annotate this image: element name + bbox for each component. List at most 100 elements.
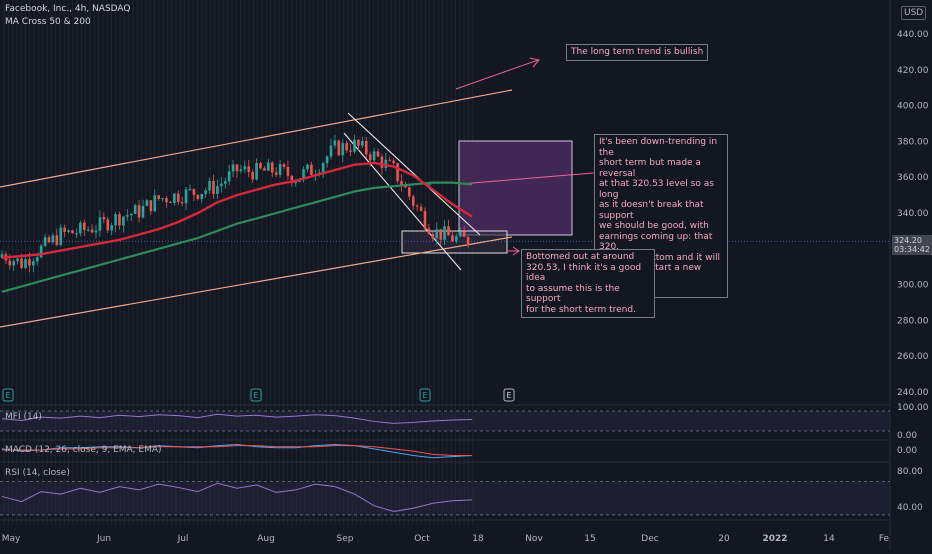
candle xyxy=(20,258,23,268)
candles xyxy=(0,134,470,273)
arrow-head xyxy=(512,246,520,256)
candle xyxy=(427,228,431,235)
price-tick: 400.00 xyxy=(897,102,929,112)
candle xyxy=(396,163,399,182)
candle xyxy=(176,193,180,203)
rsi-line xyxy=(1,482,473,513)
mfi-title[interactable]: MFI (14) xyxy=(5,412,42,422)
candle xyxy=(145,200,149,206)
candle xyxy=(419,206,423,211)
candle xyxy=(392,160,395,164)
candle xyxy=(47,237,51,243)
pane-tick: 100.00 xyxy=(897,403,929,413)
candle xyxy=(63,227,66,232)
candle xyxy=(227,171,231,182)
indicator-legend[interactable]: MA Cross 50 & 200 xyxy=(5,17,91,27)
candle xyxy=(223,181,227,184)
candle xyxy=(12,261,16,266)
candle xyxy=(212,181,215,195)
candle xyxy=(431,234,435,239)
time-tick: Jul xyxy=(177,534,189,544)
time-tick: 18 xyxy=(472,534,484,544)
candle xyxy=(451,235,454,242)
candle xyxy=(337,140,341,156)
candle xyxy=(161,198,164,200)
candle xyxy=(357,139,360,146)
note-trend[interactable]: The long term trend is bullish xyxy=(566,44,709,61)
candle xyxy=(408,187,411,197)
candle xyxy=(188,189,192,191)
candle xyxy=(67,230,70,232)
pane-tick: 80.00 xyxy=(897,467,923,477)
candle xyxy=(75,233,78,235)
time-tick: May xyxy=(2,534,21,544)
candle xyxy=(380,156,384,168)
symbol-title: Facebook, Inc., 4h, NASDAQ xyxy=(5,4,131,14)
candle xyxy=(79,222,82,234)
mfi-line xyxy=(1,413,473,424)
candle xyxy=(239,169,243,172)
candle xyxy=(122,216,125,226)
indicator-panes xyxy=(0,410,890,516)
price-tag: 324.20 03:34:42 xyxy=(892,235,932,255)
candle xyxy=(220,183,223,187)
note-bottom[interactable]: Bottomed out at around 320.53, I think i… xyxy=(521,249,655,318)
wedge-lower xyxy=(343,132,462,271)
arrow-trend xyxy=(455,59,539,90)
wedge-upper xyxy=(347,112,481,236)
candle xyxy=(325,156,329,164)
macd-title[interactable]: MACD (12, 26, close, 9, EMA, EMA) xyxy=(5,445,162,455)
price-tick: 440.00 xyxy=(897,30,929,40)
time-tick: Aug xyxy=(257,534,275,544)
channel-upper xyxy=(0,89,513,188)
target-box xyxy=(458,140,573,236)
time-tick: 15 xyxy=(584,534,595,544)
candle xyxy=(458,231,462,237)
candle xyxy=(267,162,270,171)
earnings-marker xyxy=(250,388,262,402)
price-tick: 260.00 xyxy=(897,352,929,362)
candle xyxy=(341,143,345,156)
candle xyxy=(443,226,446,240)
last-price: 324.20 xyxy=(894,236,922,245)
ma50-line xyxy=(1,161,473,259)
ma200-line xyxy=(1,181,473,293)
note-reversal[interactable]: It's been down-trending in the short ter… xyxy=(594,134,728,298)
candle xyxy=(423,210,427,229)
annotation-boxes xyxy=(401,140,573,254)
candle xyxy=(388,159,392,161)
candle xyxy=(94,230,98,233)
candle xyxy=(243,166,247,170)
candle xyxy=(71,230,74,234)
earnings-marker xyxy=(503,388,515,402)
candle xyxy=(282,164,286,167)
candle xyxy=(16,258,19,262)
support-box xyxy=(401,230,508,254)
candle xyxy=(361,141,364,146)
candle xyxy=(247,166,251,173)
candle xyxy=(235,164,239,172)
candle xyxy=(294,181,298,184)
candle xyxy=(180,202,184,204)
candle xyxy=(106,219,110,231)
trend-lines: + xyxy=(0,57,890,328)
time-tick: Jun xyxy=(96,534,111,544)
time-tick: Sep xyxy=(337,534,354,544)
candle xyxy=(404,185,407,188)
rsi-title[interactable]: RSI (14, close) xyxy=(5,468,70,478)
candle xyxy=(169,202,172,204)
arrow-head xyxy=(529,57,540,68)
candle xyxy=(32,261,35,266)
rsi-band xyxy=(0,481,890,515)
currency-button[interactable]: USD xyxy=(901,6,927,20)
earnings-label: E xyxy=(253,391,258,400)
candle xyxy=(290,175,294,184)
candle xyxy=(157,195,160,199)
price-tick: 420.00 xyxy=(897,66,929,76)
macd-signal-line xyxy=(2,445,472,456)
candle xyxy=(376,151,380,157)
candle xyxy=(90,229,94,233)
